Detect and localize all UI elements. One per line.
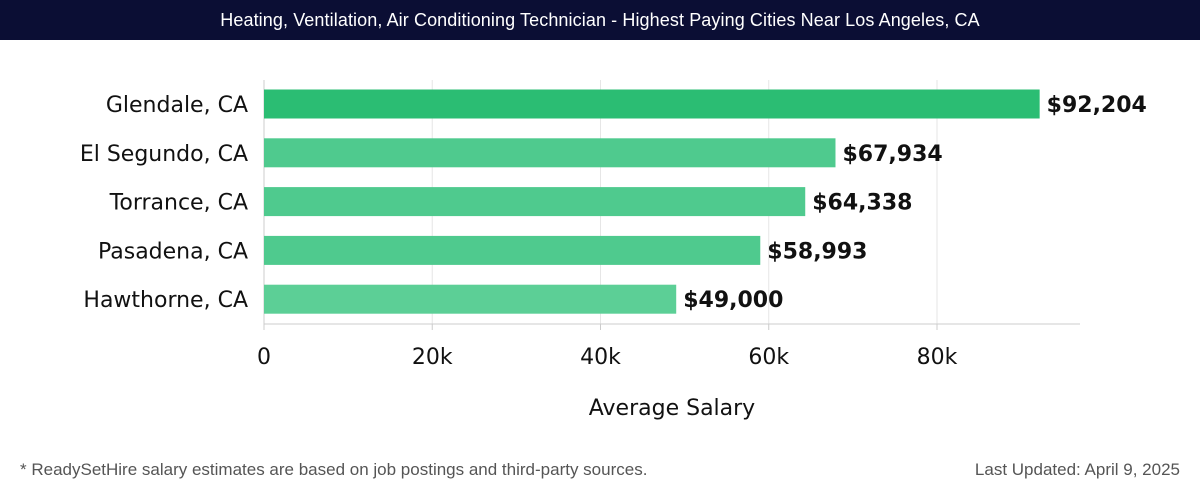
x-tick-label: 80k — [917, 345, 958, 370]
category-label: Torrance, CA — [109, 191, 248, 216]
bar — [264, 138, 836, 168]
footnote: * ReadySetHire salary estimates are base… — [20, 460, 648, 479]
x-tick-label: 60k — [748, 345, 789, 370]
category-label: Pasadena, CA — [98, 239, 248, 264]
last-updated: Last Updated: April 9, 2025 — [974, 460, 1180, 479]
value-label: $64,338 — [812, 191, 912, 216]
value-label: $58,993 — [767, 239, 867, 264]
x-tick-label: 40k — [580, 345, 621, 370]
x-tick-label: 0 — [257, 345, 271, 370]
bar — [264, 235, 761, 265]
category-label: Hawthorne, CA — [83, 288, 248, 313]
x-tick-label: 20k — [412, 345, 453, 370]
salary-bar-chart: 0 20k 40k 60k 80k Glendale, CA $92,204 El Segun… — [80, 80, 1147, 421]
bar — [264, 89, 1040, 119]
x-axis-title: Average Salary — [589, 396, 755, 421]
labels: 0 20k 40k 60k 80k Glendale, CA $92,204 El Segun… — [80, 93, 1147, 421]
category-label: El Segundo, CA — [80, 142, 248, 167]
bars — [264, 89, 1040, 314]
category-label: Glendale, CA — [106, 93, 248, 118]
value-label: $67,934 — [842, 142, 942, 167]
chart-title: Heating, Ventilation, Air Conditioning T… — [0, 0, 1200, 40]
bar — [264, 187, 806, 217]
value-label: $92,204 — [1047, 93, 1147, 118]
value-label: $49,000 — [683, 288, 783, 313]
bar — [264, 284, 677, 314]
